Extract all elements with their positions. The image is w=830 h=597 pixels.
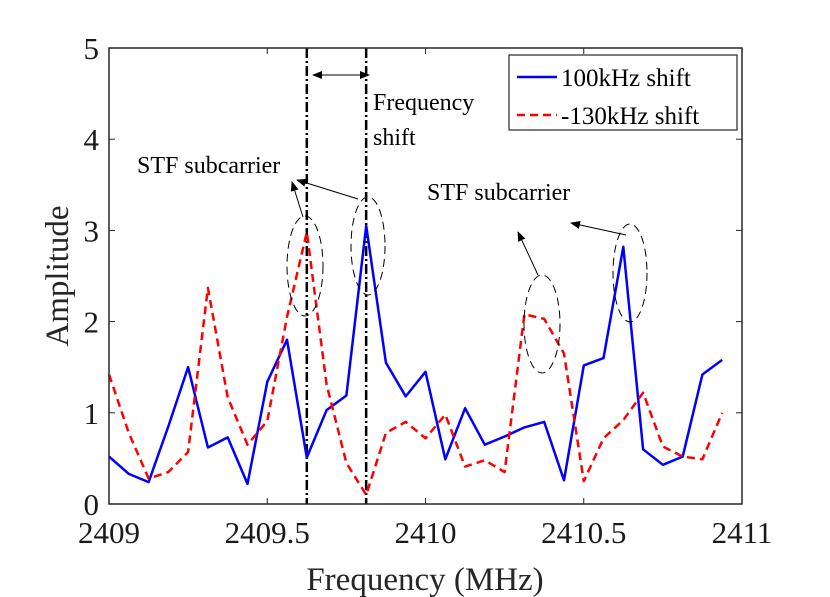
legend-box bbox=[508, 54, 738, 131]
frequency-shift-annotation: Frequency shift bbox=[312, 71, 474, 151]
x-tick-label: 2409 bbox=[78, 515, 140, 550]
stf-right-arrow-1 bbox=[517, 231, 539, 276]
stf-left-arrow-1 bbox=[290, 181, 304, 218]
stf-left-ellipse-2 bbox=[350, 196, 386, 296]
y-tick-label: 3 bbox=[84, 213, 100, 248]
y-axis-label: Amplitude bbox=[40, 205, 76, 346]
legend: 100kHz shift -130kHz shift bbox=[508, 54, 738, 131]
stf-left-annotation: STF subcarrier bbox=[137, 153, 386, 317]
legend-label-130khz: -130kHz shift bbox=[561, 103, 699, 130]
x-tick-label: 2410 bbox=[395, 515, 457, 550]
x-axis-label: Frequency (MHz) bbox=[306, 562, 543, 597]
stf-right-annotation: STF subcarrier bbox=[427, 180, 648, 374]
y-tick-label: 5 bbox=[84, 31, 100, 66]
y-tick-label: 2 bbox=[84, 305, 100, 340]
frequency-shift-label-line2: shift bbox=[373, 125, 416, 151]
stf-right-ellipse-1 bbox=[523, 274, 561, 374]
series-line-neg130khz-shift bbox=[107, 230, 724, 497]
x-tick-labels: 2409 2409.5 2410 2410.5 2411 bbox=[78, 515, 772, 550]
x-tick-label: 2409.5 bbox=[225, 515, 310, 550]
plot-area-border bbox=[108, 47, 743, 505]
series-layer bbox=[107, 224, 724, 497]
stf-right-ellipse-2 bbox=[612, 223, 648, 323]
y-tick-label: 4 bbox=[84, 122, 100, 157]
stf-left-label: STF subcarrier bbox=[137, 153, 280, 179]
legend-label-100khz: 100kHz shift bbox=[561, 65, 691, 92]
stf-left-arrow-2 bbox=[296, 178, 359, 200]
stf-right-arrow-2 bbox=[570, 221, 627, 236]
frequency-shift-lines bbox=[305, 48, 368, 504]
x-tick-label: 2411 bbox=[712, 515, 773, 550]
frequency-shift-label-line1: Frequency bbox=[373, 90, 474, 116]
x-tick-label: 2410.5 bbox=[541, 515, 626, 550]
y-tick-label: 1 bbox=[84, 396, 100, 431]
series-line-100khz-shift bbox=[108, 224, 723, 486]
stf-right-label: STF subcarrier bbox=[427, 180, 570, 206]
y-tick-labels: 0 1 2 3 4 5 bbox=[84, 31, 100, 522]
y-tick-label: 0 bbox=[84, 487, 100, 522]
stf-left-ellipse-1 bbox=[286, 215, 324, 317]
